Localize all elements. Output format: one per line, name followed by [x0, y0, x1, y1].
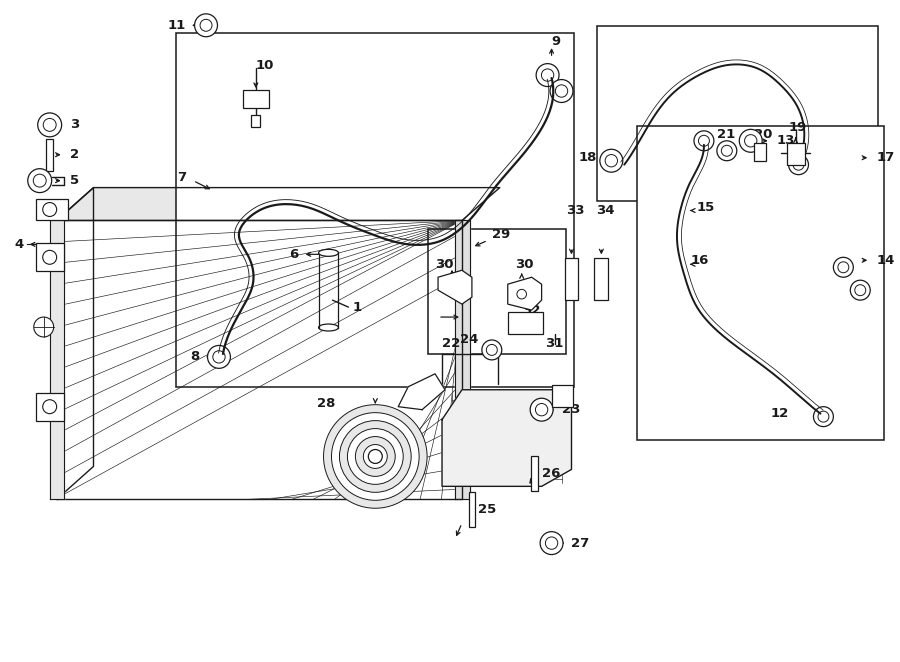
Bar — [36, 199, 68, 220]
Text: 16: 16 — [691, 254, 709, 267]
Circle shape — [482, 340, 502, 360]
Circle shape — [694, 131, 714, 151]
Text: 29: 29 — [491, 228, 510, 241]
Circle shape — [38, 113, 61, 137]
Circle shape — [42, 250, 57, 264]
Bar — [46, 139, 53, 171]
Text: 12: 12 — [770, 407, 789, 420]
Text: 2: 2 — [69, 148, 78, 162]
Bar — [176, 33, 574, 387]
Text: 10: 10 — [256, 59, 274, 71]
Bar — [594, 258, 608, 300]
Bar — [787, 143, 805, 165]
Circle shape — [42, 400, 57, 414]
Circle shape — [788, 155, 808, 175]
Text: 3: 3 — [69, 118, 79, 131]
Circle shape — [42, 203, 57, 216]
Text: 20: 20 — [753, 128, 772, 141]
Text: 25: 25 — [478, 502, 496, 516]
Circle shape — [208, 346, 230, 368]
Circle shape — [194, 14, 218, 36]
Circle shape — [536, 64, 559, 87]
Bar — [753, 143, 766, 161]
Bar — [531, 456, 538, 491]
Text: 17: 17 — [877, 151, 895, 164]
Text: 18: 18 — [579, 151, 598, 164]
Text: 5: 5 — [69, 174, 78, 187]
Ellipse shape — [319, 250, 338, 256]
Circle shape — [368, 449, 382, 463]
Circle shape — [833, 258, 853, 277]
Bar — [552, 385, 573, 406]
Text: 11: 11 — [168, 19, 186, 32]
Text: 22: 22 — [442, 338, 460, 350]
Bar — [428, 230, 565, 354]
Text: 7: 7 — [177, 171, 186, 184]
Text: 14: 14 — [877, 254, 895, 267]
Text: 15: 15 — [697, 201, 716, 214]
Text: 9: 9 — [552, 34, 561, 48]
Circle shape — [34, 317, 54, 337]
Circle shape — [600, 149, 623, 172]
Circle shape — [814, 406, 833, 426]
Text: 8: 8 — [190, 350, 199, 363]
Ellipse shape — [319, 324, 338, 331]
Polygon shape — [455, 220, 470, 499]
Text: 13: 13 — [777, 134, 795, 148]
Circle shape — [739, 129, 762, 152]
Bar — [564, 258, 579, 300]
Text: 30: 30 — [515, 258, 533, 271]
Circle shape — [530, 399, 554, 421]
Text: 32: 32 — [522, 304, 540, 316]
Text: 27: 27 — [572, 537, 590, 549]
Polygon shape — [442, 390, 572, 487]
Polygon shape — [57, 187, 500, 220]
Bar — [448, 280, 455, 288]
Circle shape — [356, 436, 395, 477]
Text: 21: 21 — [717, 128, 735, 141]
Polygon shape — [50, 220, 64, 499]
Text: 1: 1 — [353, 301, 362, 314]
Circle shape — [347, 428, 403, 485]
Text: 23: 23 — [562, 403, 580, 416]
Circle shape — [331, 412, 419, 500]
Text: 31: 31 — [544, 338, 563, 350]
Bar — [469, 492, 475, 527]
Polygon shape — [398, 374, 445, 410]
Circle shape — [339, 420, 411, 493]
Bar — [598, 26, 878, 201]
Circle shape — [513, 285, 531, 303]
Bar — [508, 312, 543, 334]
Text: 28: 28 — [317, 397, 336, 410]
Polygon shape — [57, 220, 462, 499]
Text: 19: 19 — [788, 121, 806, 134]
Text: 26: 26 — [542, 467, 560, 480]
Circle shape — [850, 280, 870, 300]
Circle shape — [364, 444, 387, 469]
Text: 30: 30 — [435, 258, 454, 271]
Circle shape — [323, 404, 427, 508]
Circle shape — [28, 169, 51, 193]
Bar — [243, 90, 269, 108]
Polygon shape — [508, 277, 542, 310]
Bar — [36, 393, 64, 420]
Bar — [36, 244, 64, 271]
Polygon shape — [438, 270, 472, 304]
Circle shape — [717, 141, 737, 161]
Circle shape — [550, 79, 573, 103]
Text: 6: 6 — [290, 248, 299, 261]
Bar — [637, 126, 884, 440]
Text: 4: 4 — [14, 238, 23, 251]
Bar — [251, 115, 260, 127]
Text: 24: 24 — [460, 334, 478, 346]
Circle shape — [540, 532, 563, 555]
Text: 33: 33 — [566, 204, 585, 217]
Text: 34: 34 — [597, 204, 615, 217]
Polygon shape — [57, 187, 94, 499]
